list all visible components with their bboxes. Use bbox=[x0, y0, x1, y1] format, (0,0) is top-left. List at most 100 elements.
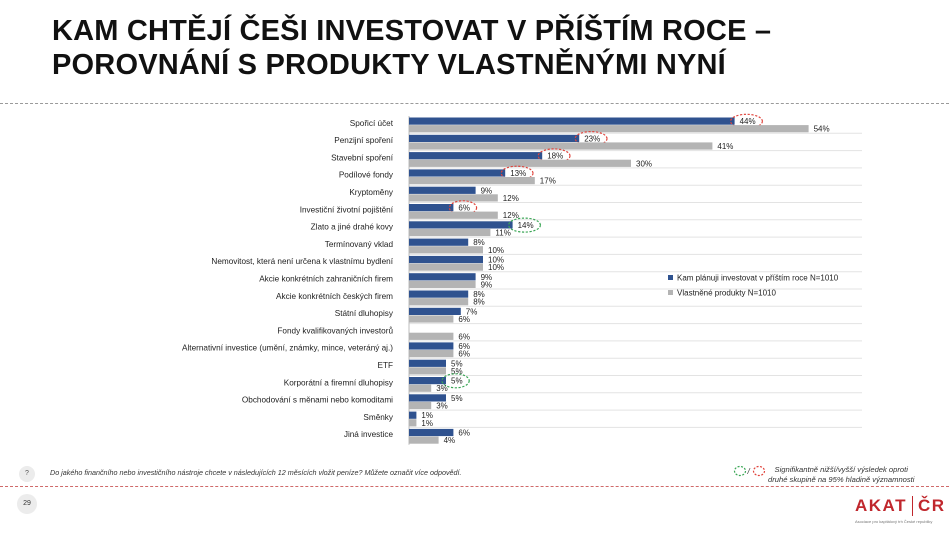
bar-own bbox=[409, 401, 432, 410]
bar-plan bbox=[409, 152, 543, 160]
bottom-divider bbox=[0, 486, 949, 487]
category-label: Akcie konkrétních českých firem bbox=[276, 292, 393, 301]
significance-legend-icons: / bbox=[733, 465, 766, 477]
data-label-plan: 14% bbox=[518, 221, 534, 230]
significance-note: Signifikantně nižší/vyšší výsledek oprot… bbox=[768, 465, 914, 485]
data-label-own: 4% bbox=[444, 436, 456, 445]
data-label-own: 54% bbox=[814, 125, 830, 134]
legend-swatch-plan bbox=[668, 275, 673, 280]
bar-plan bbox=[409, 186, 476, 194]
significance-higher-marker bbox=[729, 113, 763, 129]
logo-left-text: AKAT bbox=[855, 496, 907, 515]
bar-plan bbox=[409, 359, 446, 367]
category-label: ETF bbox=[378, 361, 393, 370]
bar-plan bbox=[409, 428, 454, 437]
bar-plan bbox=[409, 411, 417, 419]
category-label: Jiná investice bbox=[344, 430, 394, 439]
page-number: 29 bbox=[17, 494, 37, 514]
lower-significance-icon bbox=[733, 465, 747, 477]
data-label-own: 6% bbox=[458, 332, 470, 341]
significance-higher-marker bbox=[500, 165, 534, 181]
data-label-own: 9% bbox=[481, 280, 493, 289]
data-label-own: 6% bbox=[458, 315, 470, 324]
significance-separator: / bbox=[747, 467, 751, 476]
bar-own bbox=[409, 211, 498, 219]
category-label: Stavební spoření bbox=[331, 153, 394, 162]
bar-own bbox=[409, 419, 417, 427]
data-label-plan: 9% bbox=[481, 273, 493, 282]
bar-own bbox=[409, 125, 809, 133]
data-label-own: 11% bbox=[495, 229, 510, 238]
bar-plan bbox=[409, 221, 513, 229]
top-divider bbox=[0, 103, 949, 104]
category-label: Směnky bbox=[363, 413, 393, 422]
bar-plan bbox=[409, 290, 469, 298]
bar-own bbox=[409, 263, 483, 271]
data-label-plan: 1% bbox=[421, 411, 433, 420]
data-label-plan: 5% bbox=[451, 377, 463, 386]
data-label-own: 3% bbox=[436, 402, 448, 411]
category-label: Alternativní investice (umění, známky, m… bbox=[182, 344, 393, 353]
category-label: Zlato a jiné drahé kovy bbox=[311, 223, 394, 232]
bar-own bbox=[409, 332, 454, 340]
page-title: KAM CHTĚJÍ ČEŠI INVESTOVAT V PŘÍŠTÍM ROC… bbox=[52, 14, 771, 82]
data-label-own: 12% bbox=[503, 211, 519, 220]
higher-significance-icon bbox=[752, 465, 766, 477]
category-label: Fondy kvalifikovaných investorů bbox=[277, 325, 393, 335]
title-line-2: POROVNÁNÍ S PRODUKTY VLASTNĚNÝMI NYNÍ bbox=[52, 49, 726, 81]
category-label: Podílové fondy bbox=[339, 171, 394, 180]
significance-lower-marker bbox=[441, 373, 470, 389]
data-label-plan: 8% bbox=[473, 238, 485, 247]
significance-higher-marker bbox=[537, 148, 571, 164]
data-label-plan: 13% bbox=[510, 169, 526, 178]
category-label: Státní dluhopisy bbox=[335, 309, 394, 318]
data-label-plan: 44% bbox=[740, 117, 756, 126]
bar-own bbox=[409, 142, 713, 150]
bar-plan bbox=[409, 273, 476, 281]
bar-own bbox=[409, 298, 469, 306]
question-marker: ? bbox=[19, 466, 35, 482]
logo-separator bbox=[911, 496, 913, 516]
significance-note-line-2: druhé skupině na 95% hladině významnosti bbox=[768, 475, 915, 484]
legend-swatch-own bbox=[668, 290, 673, 295]
bar-own bbox=[409, 246, 483, 254]
bar-own bbox=[409, 159, 631, 167]
significance-lower-marker bbox=[508, 217, 542, 233]
bar-plan bbox=[409, 238, 469, 246]
data-label-plan: 7% bbox=[466, 307, 478, 316]
data-label-own: 6% bbox=[458, 350, 470, 359]
significance-note-line-1: Signifikantně nižší/vyšší výsledek oprot… bbox=[774, 465, 908, 474]
category-label: Investiční životní pojištění bbox=[300, 205, 394, 214]
data-label-plan: 6% bbox=[458, 204, 470, 213]
data-label-own: 10% bbox=[488, 246, 504, 255]
bar-own bbox=[409, 315, 454, 323]
data-label-plan: 5% bbox=[451, 394, 463, 403]
bar-plan bbox=[409, 204, 454, 212]
data-label-own: 17% bbox=[540, 177, 556, 186]
category-label: Korporátní a firemní dluhopisy bbox=[284, 378, 394, 387]
bar-own bbox=[409, 280, 476, 288]
data-label-own: 10% bbox=[488, 263, 504, 272]
logo-subtitle: Asociace pro kapitálový trh České republ… bbox=[855, 519, 933, 524]
data-label-plan: 9% bbox=[481, 186, 493, 195]
bar-plan bbox=[409, 377, 446, 385]
data-label-plan: 8% bbox=[473, 290, 485, 299]
data-label-plan: 6% bbox=[458, 429, 470, 438]
bar-own bbox=[409, 436, 439, 444]
category-label: Penzijní spoření bbox=[334, 136, 393, 145]
bar-plan bbox=[409, 117, 735, 125]
akat-logo: AKAT ČR bbox=[855, 496, 946, 516]
category-label: Nemovitost, která není určena k vlastním… bbox=[211, 257, 393, 266]
bar-own bbox=[409, 367, 446, 375]
data-label-own: 1% bbox=[421, 419, 433, 428]
data-label-own: 12% bbox=[503, 194, 519, 203]
data-label-plan: 5% bbox=[451, 359, 463, 368]
data-label-own: 3% bbox=[436, 384, 448, 393]
data-label-own: 8% bbox=[473, 298, 485, 307]
bar-plan bbox=[409, 134, 580, 142]
bar-plan bbox=[409, 307, 461, 315]
bar-own bbox=[409, 384, 432, 392]
data-label-own: 5% bbox=[451, 367, 463, 376]
title-line-1: KAM CHTĚJÍ ČEŠI INVESTOVAT V PŘÍŠTÍM ROC… bbox=[52, 15, 772, 47]
bar-plan bbox=[409, 169, 506, 177]
